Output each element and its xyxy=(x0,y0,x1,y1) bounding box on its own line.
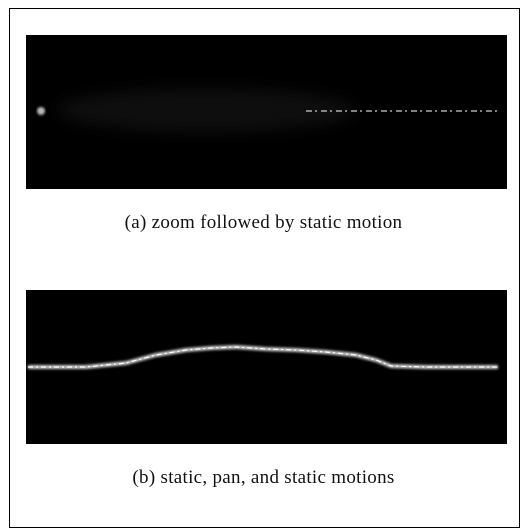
caption: (a) zoom followed by static motion xyxy=(124,212,403,233)
caption: (b) static, pan, and static motions xyxy=(132,467,395,488)
page: (a) zoom followed by static motion (b) s… xyxy=(9,8,520,528)
panel-b-image xyxy=(26,290,507,444)
panel-a-image xyxy=(26,35,507,189)
